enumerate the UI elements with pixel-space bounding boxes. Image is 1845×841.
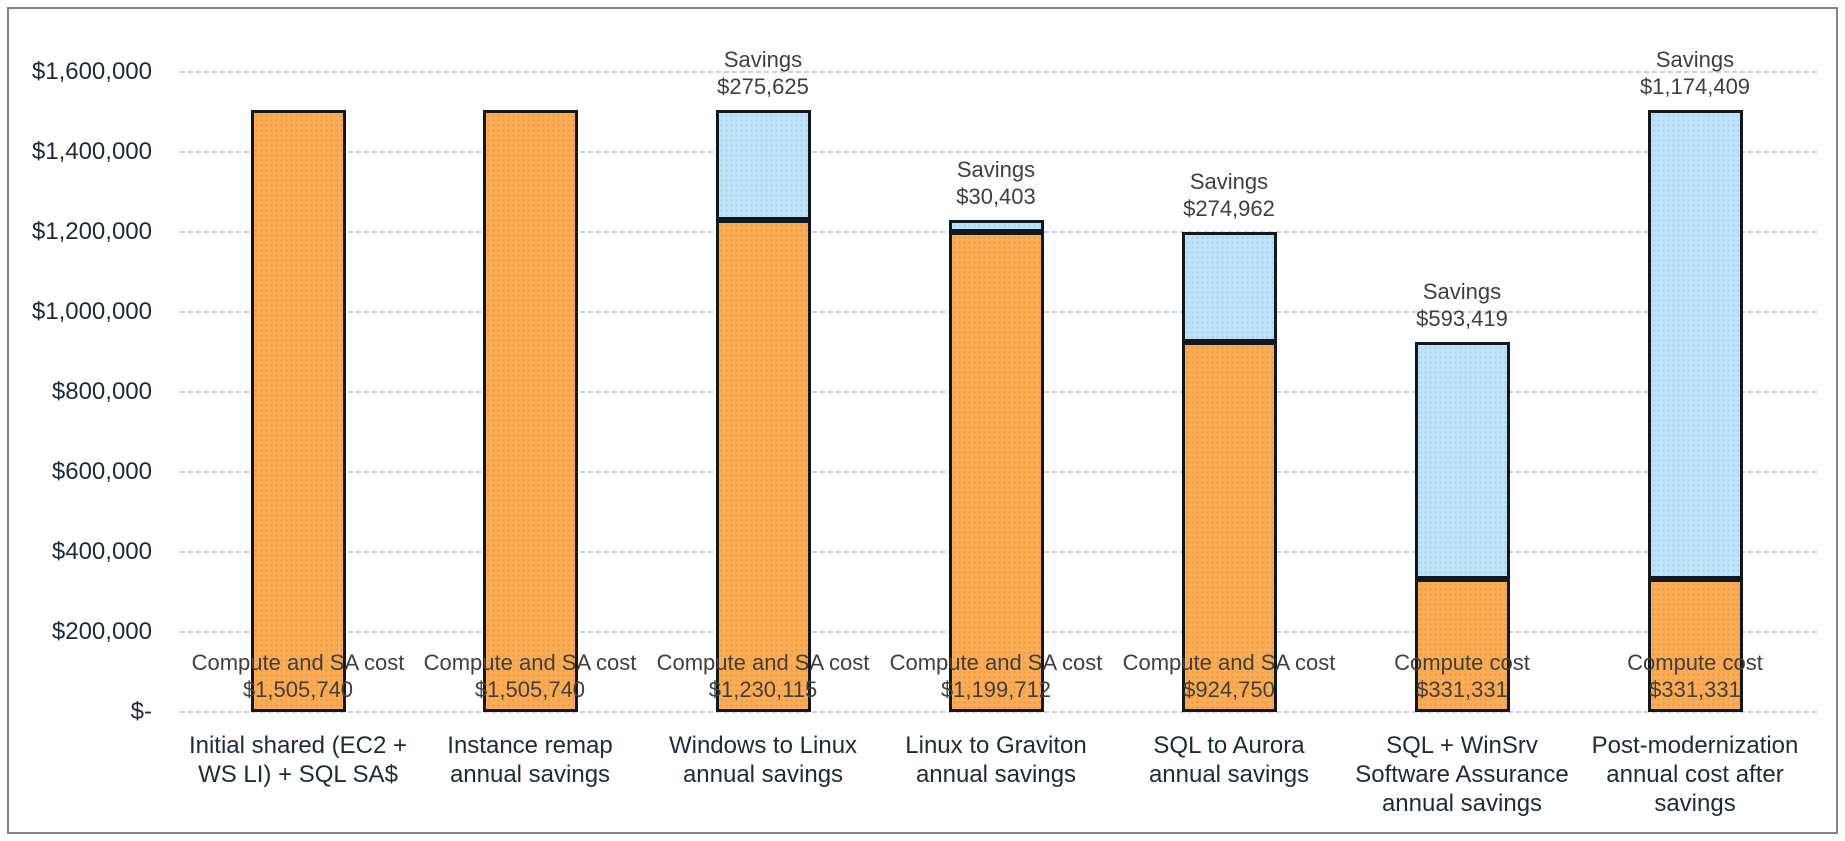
y-axis-tick-label: $1,400,000 [31, 138, 152, 165]
savings-data-label: Savings $274,962 [1183, 169, 1275, 222]
compute-cost-bar-segment [250, 109, 346, 712]
y-axis-tick-label: $- [130, 698, 152, 725]
savings-bar-segment [1647, 109, 1743, 580]
compute-cost-bar-segment [482, 109, 578, 712]
bar-base-data-label: Compute and SA cost $1,230,115 [656, 650, 870, 702]
y-axis-tick-label: $600,000 [51, 458, 152, 485]
savings-data-label: Savings $593,419 [1416, 279, 1508, 332]
y-axis-tick-label: $1,000,000 [31, 298, 152, 325]
y-gridline [180, 71, 1818, 73]
bar-base-data-label: Compute cost $331,331 [1394, 650, 1530, 702]
x-axis-category-label: Windows to Linux annual savings [668, 732, 858, 788]
bar-base-data-label: Compute and SA cost $1,199,712 [889, 650, 1103, 702]
savings-data-label: Savings $30,403 [956, 156, 1036, 209]
x-axis-category-label: Initial shared (EC2 + WS LI) + SQL SA$ [188, 732, 408, 788]
y-axis-tick-label: $1,200,000 [31, 218, 152, 245]
x-axis-category-label: Post-modernization annual cost after sav… [1591, 732, 1799, 817]
bar-base-data-label: Compute cost $331,331 [1627, 650, 1763, 702]
savings-data-label: Savings $275,625 [717, 46, 809, 99]
bar-base-data-label: Compute and SA cost $1,505,740 [191, 650, 405, 702]
compute-cost-bar-segment [1647, 579, 1743, 712]
x-axis-category-label: SQL + WinSrv Software Assurance annual s… [1355, 732, 1569, 817]
savings-bar-segment [715, 109, 811, 220]
compute-cost-bar-segment [948, 232, 1044, 712]
compute-cost-bar-segment [1181, 342, 1277, 712]
savings-bar-segment [1414, 342, 1510, 580]
y-axis-tick-label: $1,600,000 [31, 58, 152, 85]
compute-cost-bar-segment [1414, 579, 1510, 712]
savings-data-label: Savings $1,174,409 [1639, 46, 1751, 99]
y-gridline [180, 711, 1818, 713]
y-axis-tick-label: $800,000 [51, 378, 152, 405]
savings-bar-segment [948, 219, 1044, 233]
y-axis-tick-label: $200,000 [51, 618, 152, 645]
x-axis-category-label: SQL to Aurora annual savings [1148, 732, 1310, 788]
y-axis-tick-label: $400,000 [51, 538, 152, 565]
bar-base-data-label: Compute and SA cost $924,750 [1122, 650, 1336, 702]
savings-bar-segment [1181, 232, 1277, 343]
bar-base-data-label: Compute and SA cost $1,505,740 [423, 650, 637, 702]
x-axis-category-label: Linux to Graviton annual savings [905, 732, 1087, 788]
x-axis-category-label: Instance remap annual savings [447, 732, 613, 788]
compute-cost-bar-segment [715, 219, 811, 712]
y-gridline [180, 151, 1818, 153]
